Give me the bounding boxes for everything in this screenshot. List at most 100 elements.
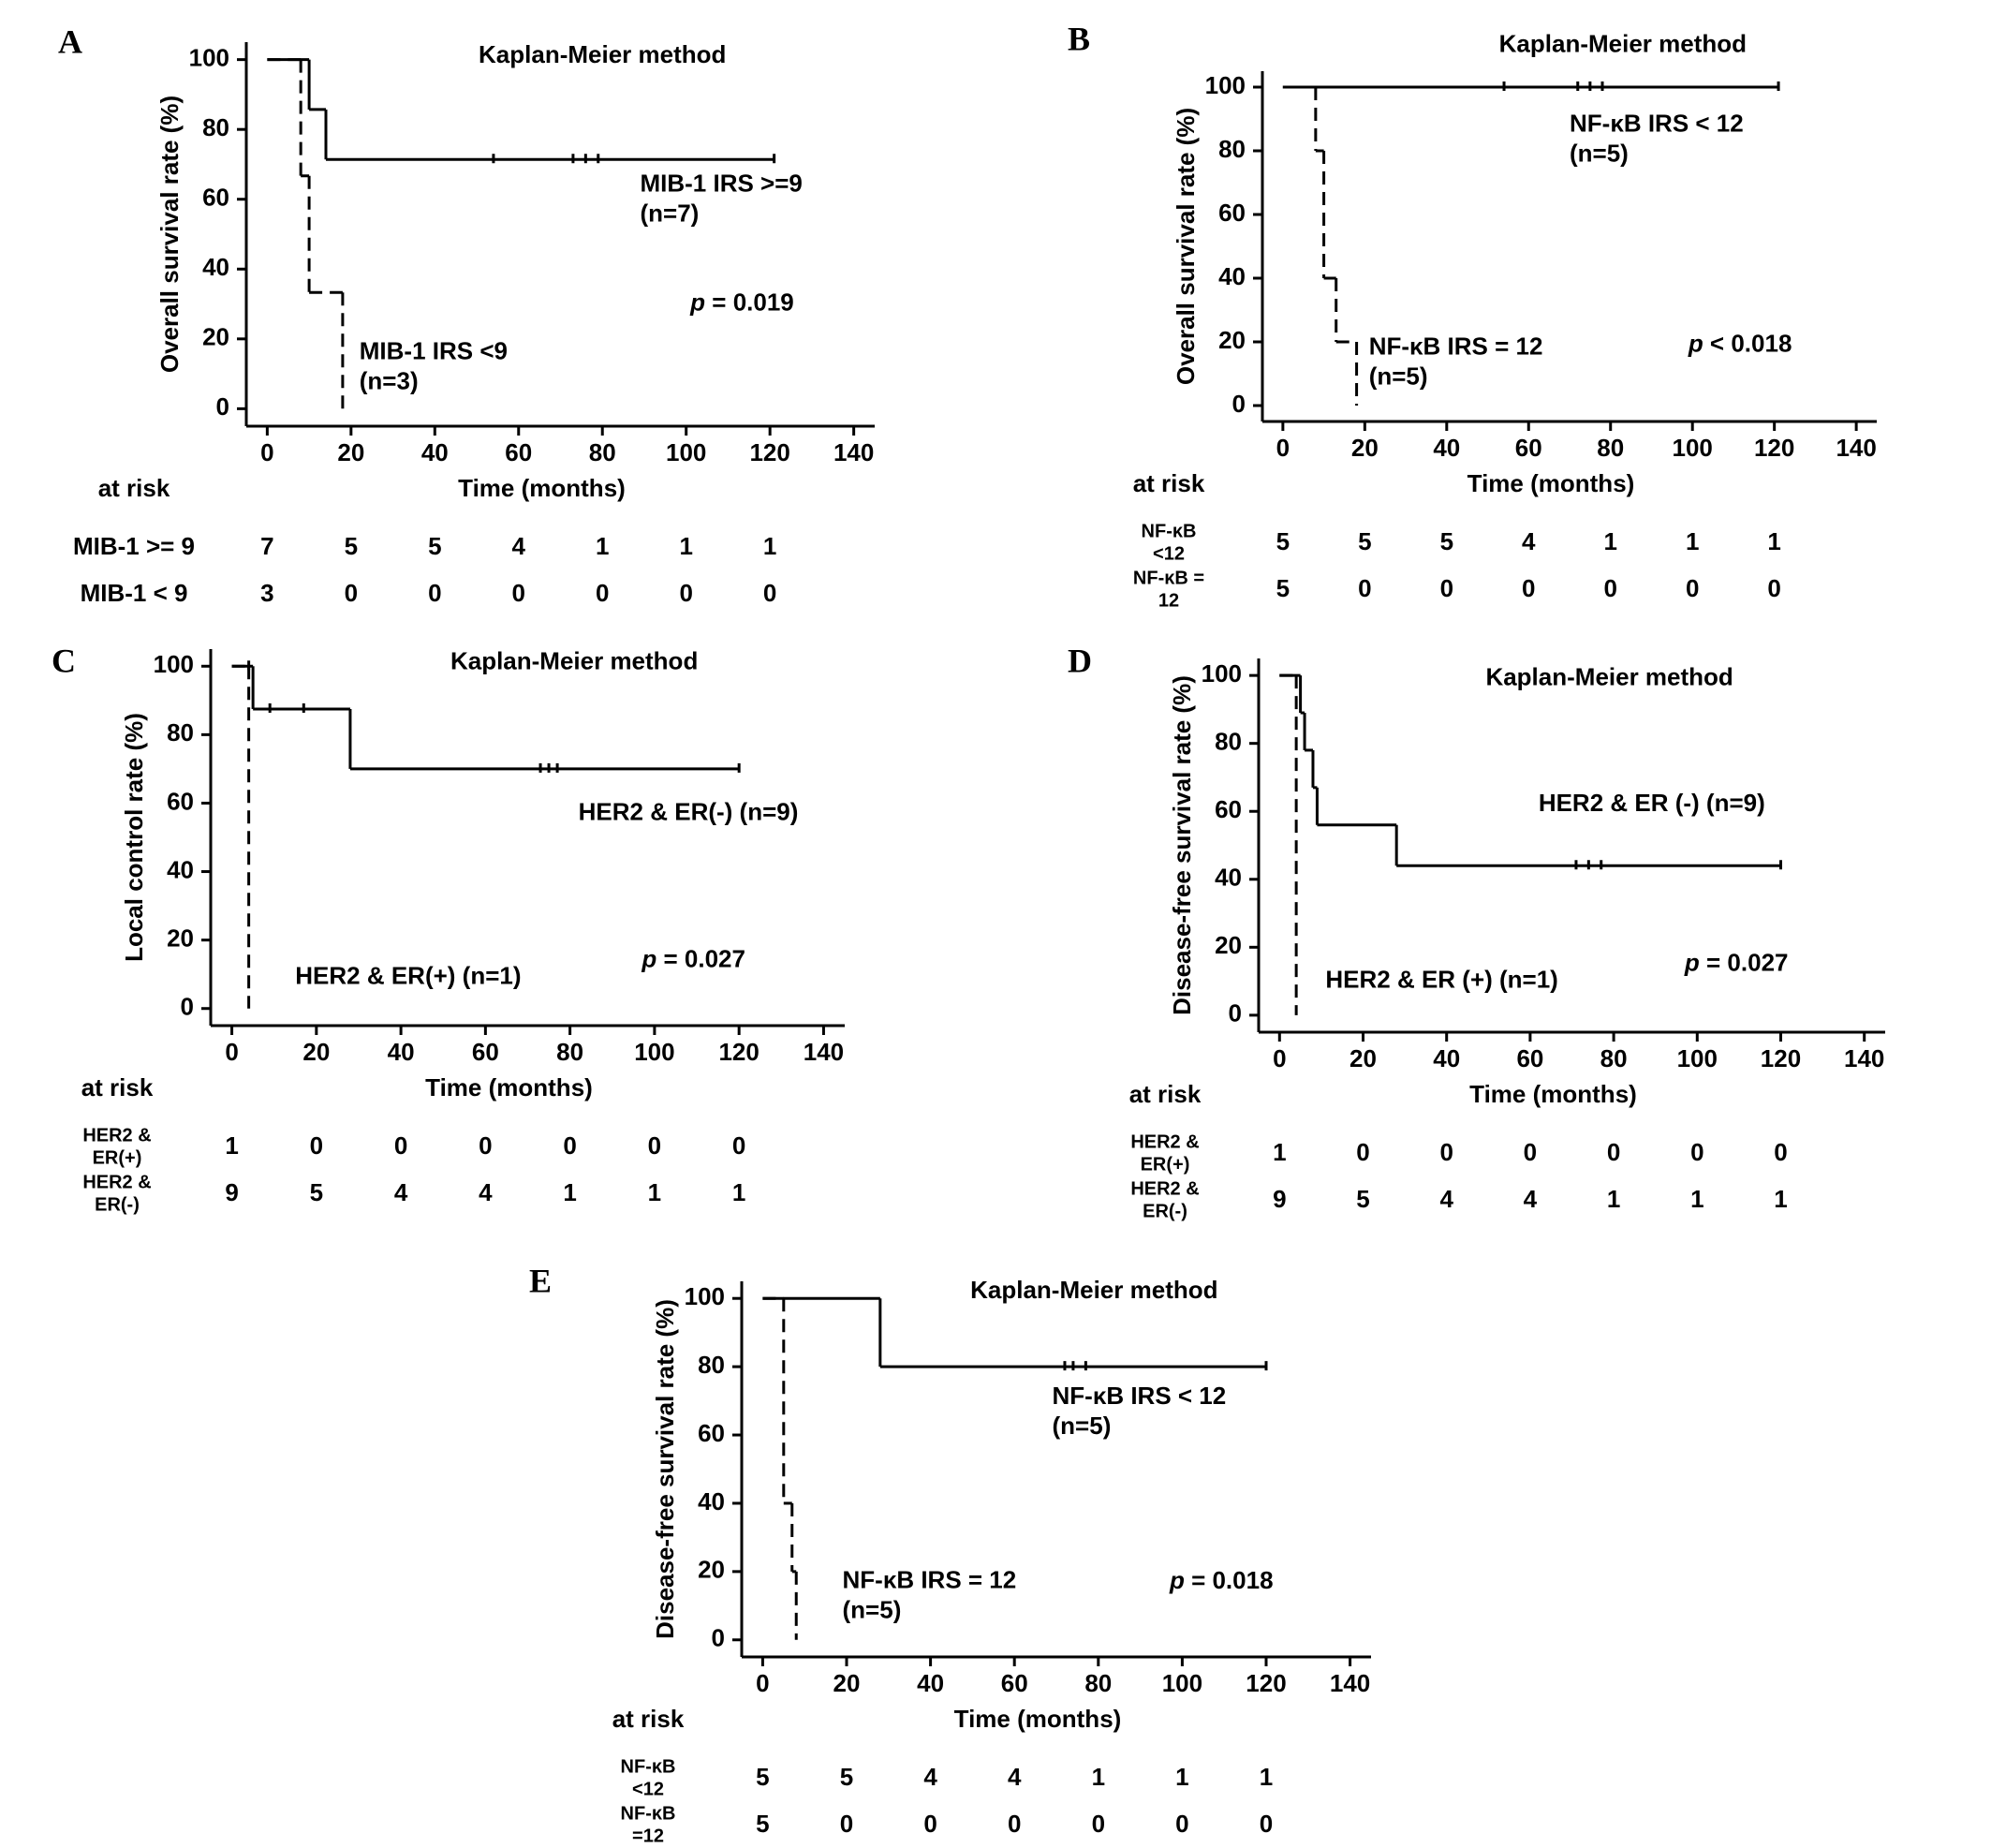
x-tick-label: 20 xyxy=(1349,1044,1377,1072)
risk-title: at risk xyxy=(612,1705,685,1733)
y-tick-label: 60 xyxy=(1218,199,1246,227)
risk-count: 1 xyxy=(1260,1763,1273,1791)
risk-row-label: NF-κB = xyxy=(1133,568,1204,588)
y-tick-label: 0 xyxy=(1232,390,1246,418)
risk-row-label: NF-κB xyxy=(621,1756,676,1777)
y-tick-label: 40 xyxy=(698,1487,725,1515)
panel-letter: C xyxy=(52,642,76,679)
x-axis-label: Time (months) xyxy=(1469,1080,1637,1108)
risk-row-label: HER2 & xyxy=(1130,1178,1199,1199)
group-label: (n=7) xyxy=(640,200,699,228)
risk-count: 0 xyxy=(310,1131,323,1160)
risk-row-label: ER(+) xyxy=(93,1147,142,1168)
risk-count: 1 xyxy=(763,532,776,560)
x-tick-label: 40 xyxy=(388,1038,415,1066)
p-value: p < 0.018 xyxy=(1688,329,1792,357)
risk-count: 1 xyxy=(596,532,609,560)
risk-count: 0 xyxy=(732,1131,745,1160)
risk-count: 1 xyxy=(732,1178,745,1206)
risk-count: 0 xyxy=(1008,1810,1021,1838)
risk-count: 1 xyxy=(648,1178,661,1206)
risk-count: 0 xyxy=(763,579,776,607)
risk-count: 5 xyxy=(345,532,358,560)
risk-count: 0 xyxy=(428,579,441,607)
x-tick-label: 80 xyxy=(556,1038,583,1066)
panel-letter: B xyxy=(1068,20,1090,57)
y-tick-label: 80 xyxy=(1218,135,1246,163)
risk-count: 9 xyxy=(1273,1185,1286,1213)
risk-row-label: HER2 & xyxy=(82,1125,151,1146)
y-axis-label: Overall survival rate (%) xyxy=(1172,108,1200,385)
risk-count: 0 xyxy=(1774,1138,1787,1166)
y-tick-label: 40 xyxy=(1215,864,1242,892)
group-label: NF-κB IRS = 12 xyxy=(843,1566,1017,1594)
x-tick-label: 120 xyxy=(1754,434,1794,462)
y-tick-label: 100 xyxy=(189,44,229,72)
p-value-part: p xyxy=(641,944,656,972)
risk-count: 0 xyxy=(512,579,525,607)
y-tick-label: 100 xyxy=(154,650,194,678)
chart-title: Kaplan-Meier method xyxy=(479,40,726,68)
risk-count: 4 xyxy=(479,1178,493,1206)
x-tick-label: 80 xyxy=(1084,1669,1112,1697)
y-axis-label: Disease-free survival rate (%) xyxy=(651,1299,679,1639)
p-value-part: = 0.018 xyxy=(1185,1566,1274,1594)
x-tick-label: 40 xyxy=(1433,1044,1460,1072)
y-tick-label: 20 xyxy=(1215,931,1242,959)
risk-title: at risk xyxy=(1129,1080,1202,1108)
risk-count: 4 xyxy=(1008,1763,1022,1791)
x-tick-label: 100 xyxy=(634,1038,674,1066)
risk-count: 1 xyxy=(1175,1763,1188,1791)
y-tick-label: 0 xyxy=(1229,999,1242,1027)
risk-row-label: <12 xyxy=(632,1779,664,1799)
group-label: (n=5) xyxy=(843,1596,902,1624)
risk-count: 0 xyxy=(1686,574,1699,602)
p-value: p = 0.018 xyxy=(1169,1566,1274,1594)
group-label: HER2 & ER(+) (n=1) xyxy=(295,962,521,990)
x-tick-label: 0 xyxy=(1273,1044,1286,1072)
group-label: (n=5) xyxy=(1053,1412,1112,1440)
risk-count: 5 xyxy=(1358,527,1371,555)
y-tick-label: 0 xyxy=(216,392,229,421)
risk-count: 5 xyxy=(1276,574,1290,602)
risk-count: 5 xyxy=(310,1178,323,1206)
y-tick-label: 100 xyxy=(685,1282,725,1310)
risk-count: 1 xyxy=(1092,1763,1105,1791)
y-tick-label: 20 xyxy=(202,323,229,351)
x-axis-label: Time (months) xyxy=(425,1073,593,1101)
risk-count: 0 xyxy=(1524,1138,1537,1166)
risk-count: 4 xyxy=(1524,1185,1538,1213)
x-tick-label: 140 xyxy=(1330,1669,1370,1697)
risk-count: 0 xyxy=(1439,1138,1453,1166)
x-tick-label: 140 xyxy=(1836,434,1876,462)
p-value-part: = 0.027 xyxy=(656,944,745,972)
risk-count: 1 xyxy=(1774,1185,1787,1213)
group-label: (n=5) xyxy=(1369,362,1428,391)
x-tick-label: 80 xyxy=(1600,1044,1628,1072)
risk-count: 1 xyxy=(1767,527,1780,555)
risk-count: 1 xyxy=(563,1178,576,1206)
x-tick-label: 60 xyxy=(505,438,532,466)
risk-count: 7 xyxy=(260,532,273,560)
risk-count: 0 xyxy=(1522,574,1535,602)
p-value-part: p xyxy=(689,288,705,316)
risk-count: 0 xyxy=(1440,574,1453,602)
x-tick-label: 120 xyxy=(1761,1044,1801,1072)
panel-letter: E xyxy=(529,1262,552,1299)
y-tick-label: 60 xyxy=(167,787,194,815)
risk-count: 0 xyxy=(1690,1138,1703,1166)
risk-count: 0 xyxy=(1607,1138,1620,1166)
x-tick-label: 100 xyxy=(666,438,706,466)
risk-row-label: <12 xyxy=(1153,543,1185,564)
risk-count: 0 xyxy=(1175,1810,1188,1838)
risk-count: 4 xyxy=(1522,527,1536,555)
risk-count: 4 xyxy=(1439,1185,1453,1213)
risk-row-label: 12 xyxy=(1158,590,1179,611)
group-label: (n=5) xyxy=(1570,140,1629,168)
x-tick-label: 40 xyxy=(1433,434,1460,462)
group-label: MIB-1 IRS >=9 xyxy=(640,170,802,198)
risk-count: 0 xyxy=(563,1131,576,1160)
risk-count: 0 xyxy=(923,1810,937,1838)
